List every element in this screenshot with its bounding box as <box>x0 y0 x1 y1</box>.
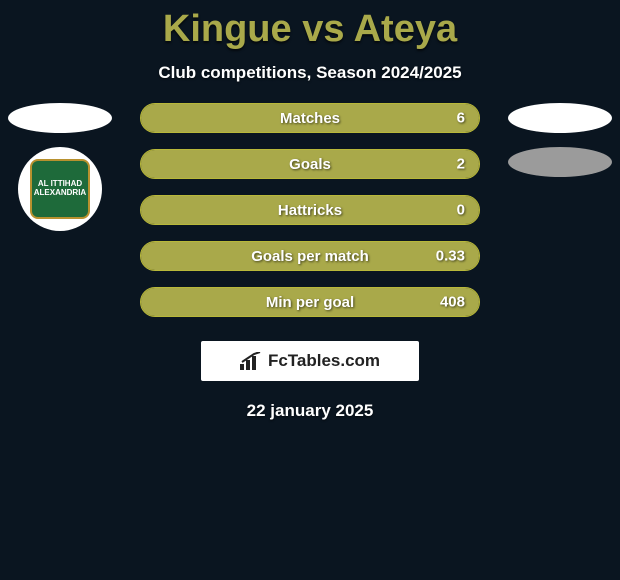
stat-label: Goals per match <box>251 248 369 265</box>
stat-row-goals: Goals 2 <box>140 149 480 179</box>
stat-bar: Goals per match 0.33 <box>140 241 480 271</box>
stat-value: 2 <box>457 156 465 173</box>
stat-value: 0.33 <box>436 248 465 265</box>
right-player-column <box>508 103 612 177</box>
stat-row-matches: Matches 6 <box>140 103 480 133</box>
page-title: Kingue vs Ateya <box>0 0 620 51</box>
stat-value: 0 <box>457 202 465 219</box>
club-shield-icon: AL ITTIHADALEXANDRIA <box>30 159 90 219</box>
stat-label: Matches <box>280 110 340 127</box>
stat-row-goals-per-match: Goals per match 0.33 <box>140 241 480 271</box>
stat-bar: Hattricks 0 <box>140 195 480 225</box>
left-player-column: AL ITTIHADALEXANDRIA <box>8 103 112 231</box>
brand-badge: FcTables.com <box>201 341 419 381</box>
stat-bar: Min per goal 408 <box>140 287 480 317</box>
stat-label: Min per goal <box>266 294 354 311</box>
club-logo-alittihad: AL ITTIHADALEXANDRIA <box>18 147 102 231</box>
bar-chart-icon <box>240 352 262 370</box>
stat-bars: Matches 6 Goals 2 Hattricks 0 Goals per … <box>140 103 480 317</box>
stat-bar: Matches 6 <box>140 103 480 133</box>
content-area: AL ITTIHADALEXANDRIA Matches 6 Goals 2 H… <box>0 103 620 421</box>
brand-text: FcTables.com <box>268 351 380 371</box>
player-avatar-placeholder <box>508 103 612 133</box>
stat-row-hattricks: Hattricks 0 <box>140 195 480 225</box>
stat-value: 6 <box>457 110 465 127</box>
player-avatar-placeholder <box>8 103 112 133</box>
date-text: 22 january 2025 <box>0 401 620 421</box>
stat-value: 408 <box>440 294 465 311</box>
stat-label: Hattricks <box>278 202 342 219</box>
page-subtitle: Club competitions, Season 2024/2025 <box>0 63 620 83</box>
stat-label: Goals <box>289 156 331 173</box>
club-logo-placeholder <box>508 147 612 177</box>
stat-bar: Goals 2 <box>140 149 480 179</box>
stat-row-min-per-goal: Min per goal 408 <box>140 287 480 317</box>
